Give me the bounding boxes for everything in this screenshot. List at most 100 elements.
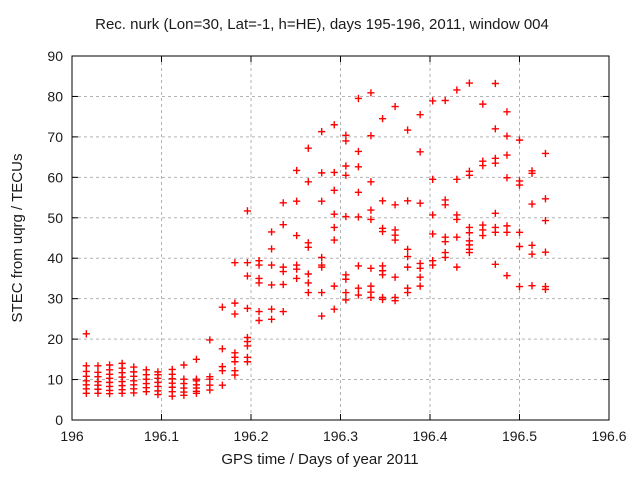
data-point-marker bbox=[330, 186, 338, 194]
data-point-marker bbox=[416, 273, 424, 281]
y-tick-label: 50 bbox=[47, 210, 63, 226]
x-tick-label: 196.6 bbox=[591, 428, 626, 444]
data-point-marker bbox=[293, 166, 301, 175]
data-point-marker bbox=[105, 390, 114, 398]
data-point-marker bbox=[404, 126, 412, 134]
data-point-marker bbox=[304, 178, 312, 186]
data-point-marker bbox=[267, 281, 276, 289]
data-point-marker bbox=[367, 178, 375, 186]
data-point-marker bbox=[541, 195, 550, 203]
data-point-marker bbox=[354, 284, 362, 292]
data-point-marker bbox=[180, 391, 188, 399]
data-point-marker bbox=[354, 262, 362, 270]
data-point-marker bbox=[391, 273, 399, 281]
data-point-marker bbox=[503, 151, 511, 159]
data-point-marker bbox=[267, 305, 276, 313]
data-point-marker bbox=[491, 260, 499, 268]
data-point-marker bbox=[491, 228, 499, 236]
data-point-marker bbox=[82, 330, 90, 338]
data-point-marker bbox=[528, 241, 536, 249]
data-point-marker bbox=[342, 162, 350, 170]
data-point-marker bbox=[367, 293, 375, 302]
data-point-marker bbox=[168, 392, 176, 400]
data-point-marker bbox=[378, 271, 387, 279]
x-tick-label: 196 bbox=[60, 428, 84, 444]
data-point-marker bbox=[82, 389, 90, 397]
x-tick-label: 196.1 bbox=[144, 428, 179, 444]
data-point-marker bbox=[94, 389, 102, 397]
data-point-marker bbox=[255, 316, 263, 325]
data-point-marker bbox=[279, 280, 287, 289]
data-point-marker bbox=[367, 282, 375, 290]
data-point-marker bbox=[330, 210, 338, 218]
data-point-marker bbox=[367, 89, 375, 97]
data-point-marker bbox=[391, 201, 399, 209]
data-point-marker bbox=[391, 102, 399, 111]
data-point-marker bbox=[367, 206, 375, 214]
data-point-marker bbox=[515, 282, 524, 291]
data-point-marker bbox=[279, 267, 287, 276]
data-point-marker bbox=[416, 148, 424, 156]
data-point-marker bbox=[206, 386, 214, 394]
data-point-marker bbox=[515, 228, 524, 236]
data-point-marker bbox=[453, 263, 461, 271]
data-point-marker bbox=[330, 282, 338, 290]
data-point-marker bbox=[503, 108, 511, 116]
data-point-marker bbox=[541, 217, 550, 225]
data-point-marker bbox=[243, 207, 252, 215]
data-point-marker bbox=[304, 270, 312, 278]
data-point-marker bbox=[231, 371, 239, 379]
data-point-marker bbox=[441, 96, 449, 105]
data-point-marker bbox=[367, 132, 375, 140]
data-point-marker bbox=[330, 223, 338, 232]
data-point-marker bbox=[279, 199, 287, 207]
data-point-marker bbox=[503, 228, 511, 236]
data-point-marker bbox=[453, 86, 461, 94]
data-point-marker bbox=[491, 125, 499, 133]
data-point-marker bbox=[304, 279, 312, 287]
data-point-marker bbox=[318, 169, 326, 177]
data-point-marker bbox=[304, 243, 312, 251]
data-point-marker bbox=[429, 261, 437, 269]
data-point-marker bbox=[541, 285, 550, 293]
data-point-marker bbox=[367, 215, 375, 223]
data-point-marker bbox=[330, 305, 338, 313]
data-point-marker bbox=[267, 261, 276, 269]
data-point-marker bbox=[293, 265, 301, 273]
data-point-marker bbox=[429, 175, 437, 183]
data-point-marker bbox=[231, 259, 239, 267]
data-point-marker bbox=[279, 221, 287, 229]
data-point-marker bbox=[342, 275, 350, 283]
y-axis-label: STEC from uqrg / TECUs bbox=[9, 154, 26, 323]
data-point-marker bbox=[318, 312, 326, 320]
data-point-marker bbox=[479, 100, 487, 108]
data-point-marker bbox=[404, 263, 412, 271]
data-point-marker bbox=[491, 159, 499, 167]
data-point-marker bbox=[243, 272, 252, 280]
data-point-marker bbox=[231, 358, 239, 366]
data-point-marker bbox=[318, 253, 326, 262]
data-point-marker bbox=[441, 253, 449, 262]
data-point-marker bbox=[491, 209, 499, 217]
data-point-marker bbox=[342, 289, 350, 297]
data-point-marker bbox=[354, 213, 362, 221]
data-point-marker bbox=[367, 264, 375, 272]
data-point-marker bbox=[342, 212, 350, 221]
data-point-marker bbox=[142, 388, 150, 396]
data-point-marker bbox=[192, 389, 201, 397]
data-point-marker bbox=[206, 336, 214, 344]
data-point-marker bbox=[218, 345, 226, 353]
y-tick-label: 70 bbox=[47, 129, 63, 145]
y-tick-label: 80 bbox=[47, 88, 63, 104]
data-point-marker bbox=[154, 390, 162, 399]
data-point-marker bbox=[218, 303, 226, 311]
axis-tick-labels: 196 196.1 196.2 196.3 196.4 196.5 196.6 0 10 20 30… bbox=[47, 48, 626, 444]
data-point-marker bbox=[378, 227, 387, 236]
data-point-marker bbox=[354, 188, 362, 196]
data-point-marker bbox=[293, 274, 301, 283]
data-point-marker bbox=[267, 315, 276, 323]
data-point-marker bbox=[465, 229, 473, 237]
data-point-marker bbox=[503, 222, 511, 230]
data-point-marker bbox=[416, 282, 424, 290]
